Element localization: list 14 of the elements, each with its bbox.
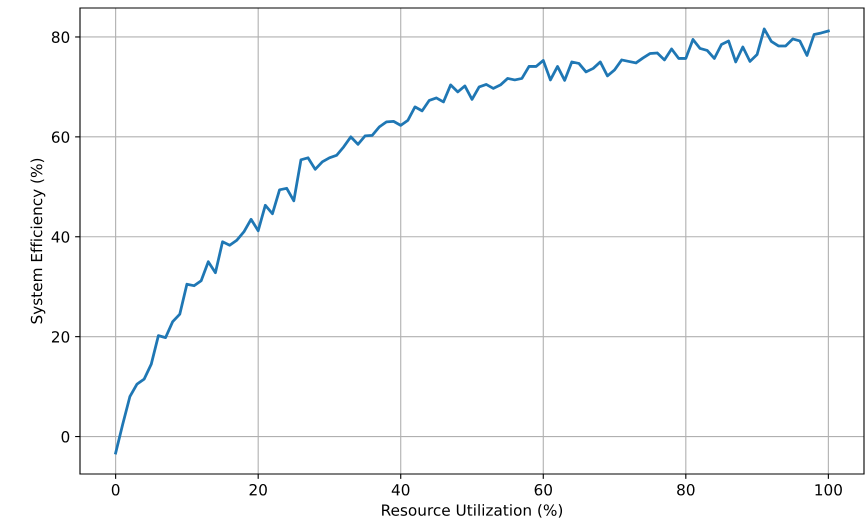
y-tick-label: 20 <box>52 331 70 343</box>
y-tick-label: 60 <box>52 131 70 143</box>
x-tick-label: 80 <box>677 484 695 496</box>
x-axis-title: Resource Utilization (%) <box>382 504 562 518</box>
x-tick-label: 0 <box>112 484 120 496</box>
line-series <box>114 28 830 454</box>
x-tick-label: 60 <box>534 484 552 496</box>
y-tick-label: 0 <box>62 431 70 443</box>
x-tick-label: 100 <box>815 484 842 496</box>
y-axis-title: System Efficiency (%) <box>30 158 46 324</box>
y-tick-label: 40 <box>52 231 70 243</box>
y-tick-label: 80 <box>52 31 70 43</box>
x-tick-label: 20 <box>250 484 267 496</box>
x-tick-label: 40 <box>392 484 410 496</box>
